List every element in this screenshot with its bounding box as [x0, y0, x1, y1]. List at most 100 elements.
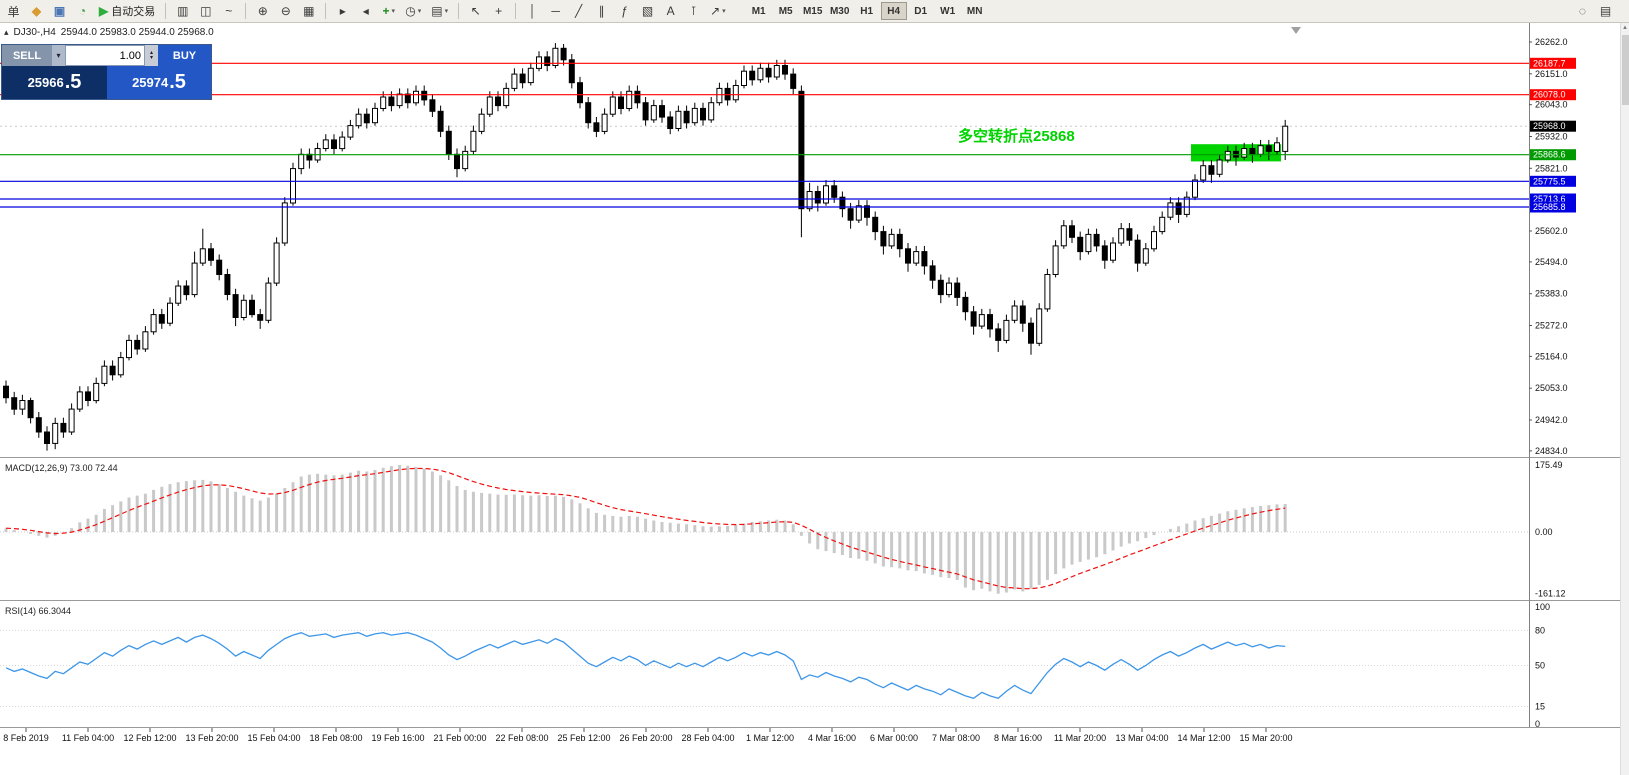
macd-indicator-label: MACD(12,26,9) 73.00 72.44	[5, 463, 118, 473]
shapes-icon: ▧	[641, 4, 654, 18]
price-axis-label: 25272.0	[1535, 321, 1568, 331]
timeframe-h4-button[interactable]: H4	[880, 2, 907, 20]
dropdown-arrow-icon[interactable]: ▾	[722, 8, 726, 15]
macd-axis-label: 175.49	[1535, 460, 1563, 470]
autotrading-icon: ▶	[99, 4, 109, 18]
text-button[interactable]: A	[660, 1, 681, 21]
time-axis-label: 8 Mar 16:00	[994, 733, 1042, 743]
zoom-in-button[interactable]: ⊕	[252, 1, 273, 21]
volume-input[interactable]	[65, 45, 145, 66]
trendline-button[interactable]: ╱	[568, 1, 589, 21]
arrows-button[interactable]: ↗ ▾	[706, 1, 730, 21]
time-axis-label: 11 Mar 20:00	[1054, 733, 1106, 743]
chart-shift-icon: ◂	[362, 4, 369, 18]
timeframe-w1-button[interactable]: W1	[940, 5, 956, 17]
timeframe-mn-button[interactable]: MN	[966, 5, 983, 17]
order-button[interactable]: 单	[3, 1, 24, 21]
periods-button[interactable]: ◷ ▾	[401, 1, 425, 21]
spinner-up-icon[interactable]: ▴	[149, 49, 153, 56]
autotrading-button[interactable]: ▶ 自动交易	[95, 1, 159, 21]
bar-chart-button[interactable]: ▥	[172, 1, 193, 21]
tile-windows-icon: ▦	[303, 4, 315, 18]
market-watch-button[interactable]: ▣	[49, 1, 70, 21]
vertical-scrollbar[interactable]: ▲	[1620, 23, 1629, 775]
timeframe-d1-button[interactable]: D1	[914, 5, 928, 17]
templates-button[interactable]: ▤ ▾	[427, 1, 452, 21]
price-badge: 26078.0	[1530, 89, 1576, 101]
timeframe-m5-button[interactable]: M5	[778, 5, 793, 17]
zoom-out-button[interactable]: ⊖	[275, 1, 296, 21]
shapes-button[interactable]: ▧	[637, 1, 658, 21]
chart-shift-button[interactable]: ◂	[355, 1, 376, 21]
timeframe-h1-button[interactable]: H1	[860, 5, 874, 17]
dropdown-arrow-icon[interactable]: ▾	[417, 8, 422, 15]
rsi-axis-label: 0	[1535, 719, 1540, 729]
text-icon: A	[666, 4, 675, 18]
crosshair-icon: +	[495, 4, 503, 18]
annotation-text[interactable]: 多空转折点25868	[958, 128, 1075, 145]
buy-price[interactable]: 25974.5	[107, 66, 211, 99]
price-axis-label: 25821.0	[1535, 163, 1568, 173]
time-axis-label: 4 Mar 16:00	[808, 733, 856, 743]
print-button[interactable]: ▤	[1599, 4, 1612, 18]
dropdown-arrow-icon[interactable]: ▾	[391, 8, 395, 15]
fibonacci-button[interactable]: ƒ	[614, 1, 635, 21]
cursor-icon: ↖	[470, 4, 481, 18]
one-click-collapse-arrow-icon[interactable]: ▴	[4, 27, 9, 37]
tile-windows-button[interactable]: ▦	[298, 1, 319, 21]
buy-button[interactable]: BUY	[158, 45, 211, 66]
crosshair-button[interactable]: +	[488, 1, 509, 21]
scroll-up-arrow-icon[interactable]: ▲	[1622, 25, 1628, 31]
price-badge: 25685.8	[1530, 201, 1576, 213]
auto-scroll-icon: ▸	[339, 4, 346, 18]
autotrading-button-label: 自动交易	[111, 6, 156, 18]
time-axis-label: 11 Feb 04:00	[62, 733, 114, 743]
auto-scroll-button[interactable]: ▸	[332, 1, 353, 21]
chart-canvas[interactable]: 26262.0 26151.0 26043.0 25932.0 25821.0 25602…	[0, 23, 1629, 775]
indicators-button[interactable]: + ▾	[378, 1, 399, 21]
new-order-button[interactable]: ◆	[26, 1, 47, 21]
time-axis-label: 13 Feb 20:00	[185, 733, 238, 743]
scrollbar-thumb[interactable]	[1622, 35, 1629, 105]
toolbar-separator	[458, 3, 460, 19]
spinner-down-icon[interactable]: ▾	[149, 54, 153, 61]
price-axis-label: 25164.0	[1535, 351, 1568, 361]
svg-text:25868.6: 25868.6	[1533, 150, 1566, 160]
candlestick-chart-button[interactable]: ◫	[195, 1, 216, 21]
line-chart-button[interactable]: ~	[218, 1, 239, 21]
toolbar-separator	[325, 3, 327, 19]
sell-button[interactable]: SELL	[2, 45, 52, 66]
toolbar-separator	[515, 3, 517, 19]
market-watch-icon: ▣	[53, 4, 66, 18]
price-axis-label: 25932.0	[1535, 132, 1568, 142]
cursor-button[interactable]: ↖	[465, 1, 486, 21]
horizontal-line-button[interactable]: ─	[545, 1, 566, 21]
svg-text:25685.8: 25685.8	[1533, 202, 1566, 212]
navigator-button[interactable]: ◔	[72, 1, 93, 21]
chart-window[interactable]: 26262.0 26151.0 26043.0 25932.0 25821.0 25602…	[0, 23, 1629, 775]
periods-icon: ◷	[405, 4, 416, 18]
indicators-icon: +	[382, 4, 390, 18]
channel-button[interactable]: ∥	[591, 1, 612, 21]
arrows-icon: ↗	[710, 4, 721, 18]
buy-price-main: 25974	[132, 75, 169, 90]
sell-dropdown-arrow-icon[interactable]: ▾	[52, 45, 65, 66]
timeframe-m15-button[interactable]: M15	[802, 5, 823, 17]
time-axis-label: 1 Mar 12:00	[746, 733, 794, 743]
volume-spinner[interactable]: ▴ ▾	[145, 45, 158, 66]
price-axis-label: 25383.0	[1535, 289, 1568, 299]
line-chart-icon: ~	[225, 4, 233, 18]
candlestick-chart-icon: ◫	[200, 4, 212, 18]
time-axis-label: 22 Feb 08:00	[495, 733, 548, 743]
price-axis-label: 26043.0	[1535, 100, 1568, 110]
vertical-line-button[interactable]: │	[522, 1, 543, 21]
price-axis-label: 25602.0	[1535, 226, 1568, 236]
timeframe-m1-button[interactable]: M1	[751, 5, 766, 17]
horizontal-line-icon: ─	[551, 4, 560, 18]
sell-price[interactable]: 25966.5	[2, 66, 107, 99]
time-axis-label: 21 Feb 00:00	[433, 733, 486, 743]
label-button[interactable]: ⊺	[683, 1, 704, 21]
search-button[interactable]: ◌	[1578, 4, 1587, 18]
timeframe-m30-button[interactable]: M30	[829, 5, 850, 17]
dropdown-arrow-icon[interactable]: ▾	[444, 8, 449, 15]
